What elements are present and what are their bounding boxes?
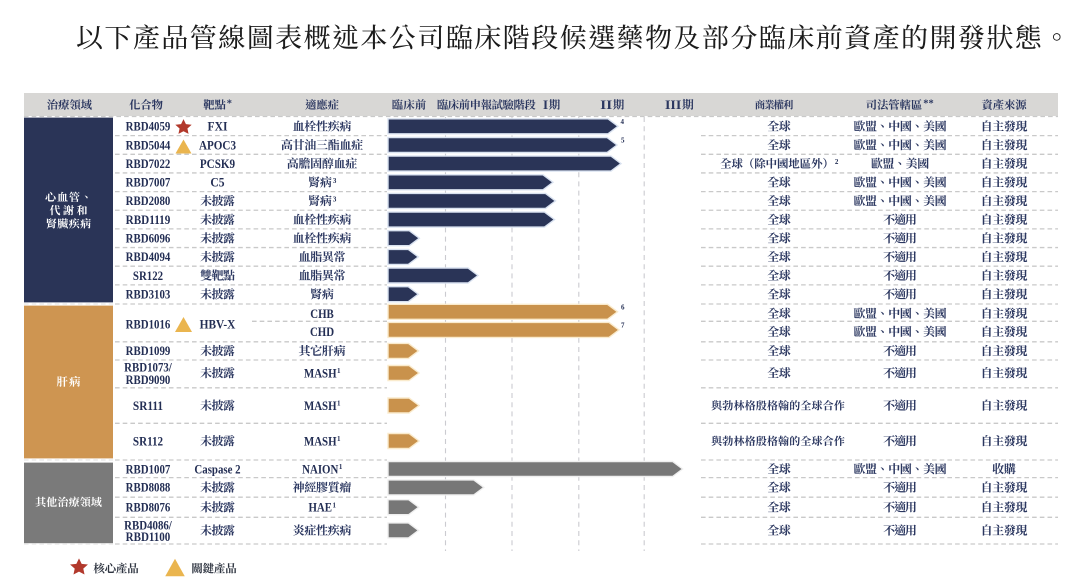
svg-text:4: 4 xyxy=(621,118,625,126)
svg-text:RBD8076: RBD8076 xyxy=(126,501,171,515)
svg-text:Caspase 2: Caspase 2 xyxy=(194,462,240,476)
svg-text:6: 6 xyxy=(621,304,625,312)
svg-text:RBD9090: RBD9090 xyxy=(126,373,171,387)
svg-text:*: * xyxy=(227,98,232,109)
svg-text:1: 1 xyxy=(337,400,341,408)
svg-text:7: 7 xyxy=(621,322,625,330)
svg-text:RBD7007: RBD7007 xyxy=(126,176,171,190)
svg-text:RBD5044: RBD5044 xyxy=(126,138,171,152)
svg-text:APOC3: APOC3 xyxy=(199,138,236,152)
svg-text:MASH: MASH xyxy=(304,399,337,413)
svg-text:CHD: CHD xyxy=(310,325,334,339)
svg-text:FXI: FXI xyxy=(208,120,228,134)
svg-text:CHB: CHB xyxy=(310,307,334,321)
svg-text:RBD6096: RBD6096 xyxy=(126,232,171,246)
svg-text:2: 2 xyxy=(835,158,839,166)
svg-text:RBD2080: RBD2080 xyxy=(126,194,171,208)
svg-text:RBD1073/: RBD1073/ xyxy=(124,360,172,374)
svg-text:HBV-X: HBV-X xyxy=(200,317,236,331)
svg-text:RBD7022: RBD7022 xyxy=(126,157,171,171)
svg-text:II: II xyxy=(600,97,612,112)
svg-text:C5: C5 xyxy=(210,176,224,190)
svg-text:RBD1016: RBD1016 xyxy=(126,317,171,331)
svg-text:III: III xyxy=(665,97,681,112)
svg-text:3: 3 xyxy=(333,195,337,203)
svg-text:NAION: NAION xyxy=(302,462,338,476)
svg-text:1: 1 xyxy=(333,501,337,509)
svg-text:SR122: SR122 xyxy=(133,269,163,283)
svg-text:5: 5 xyxy=(621,137,625,145)
svg-text:MASH: MASH xyxy=(304,434,337,448)
svg-text:I: I xyxy=(543,97,548,112)
svg-text:1: 1 xyxy=(337,367,341,375)
svg-text:**: ** xyxy=(923,98,934,109)
svg-text:1: 1 xyxy=(339,463,343,471)
svg-text:RBD3103: RBD3103 xyxy=(126,288,171,302)
svg-text:RBD4086/: RBD4086/ xyxy=(124,519,172,533)
svg-text:RBD1100: RBD1100 xyxy=(126,530,171,544)
svg-text:1: 1 xyxy=(337,435,341,443)
svg-text:RBD1007: RBD1007 xyxy=(126,462,171,476)
svg-text:RBD1099: RBD1099 xyxy=(126,344,171,358)
svg-text:SR112: SR112 xyxy=(133,434,163,448)
svg-text:RBD8088: RBD8088 xyxy=(126,481,171,495)
svg-text:RBD4094: RBD4094 xyxy=(126,250,171,264)
svg-text:PCSK9: PCSK9 xyxy=(200,157,235,171)
svg-text:RBD4059: RBD4059 xyxy=(126,120,171,134)
svg-text:RBD1119: RBD1119 xyxy=(126,213,171,227)
svg-text:MASH: MASH xyxy=(304,366,337,380)
svg-text:HAE: HAE xyxy=(308,501,332,515)
svg-text:3: 3 xyxy=(333,177,337,185)
svg-text:SR111: SR111 xyxy=(133,399,163,413)
